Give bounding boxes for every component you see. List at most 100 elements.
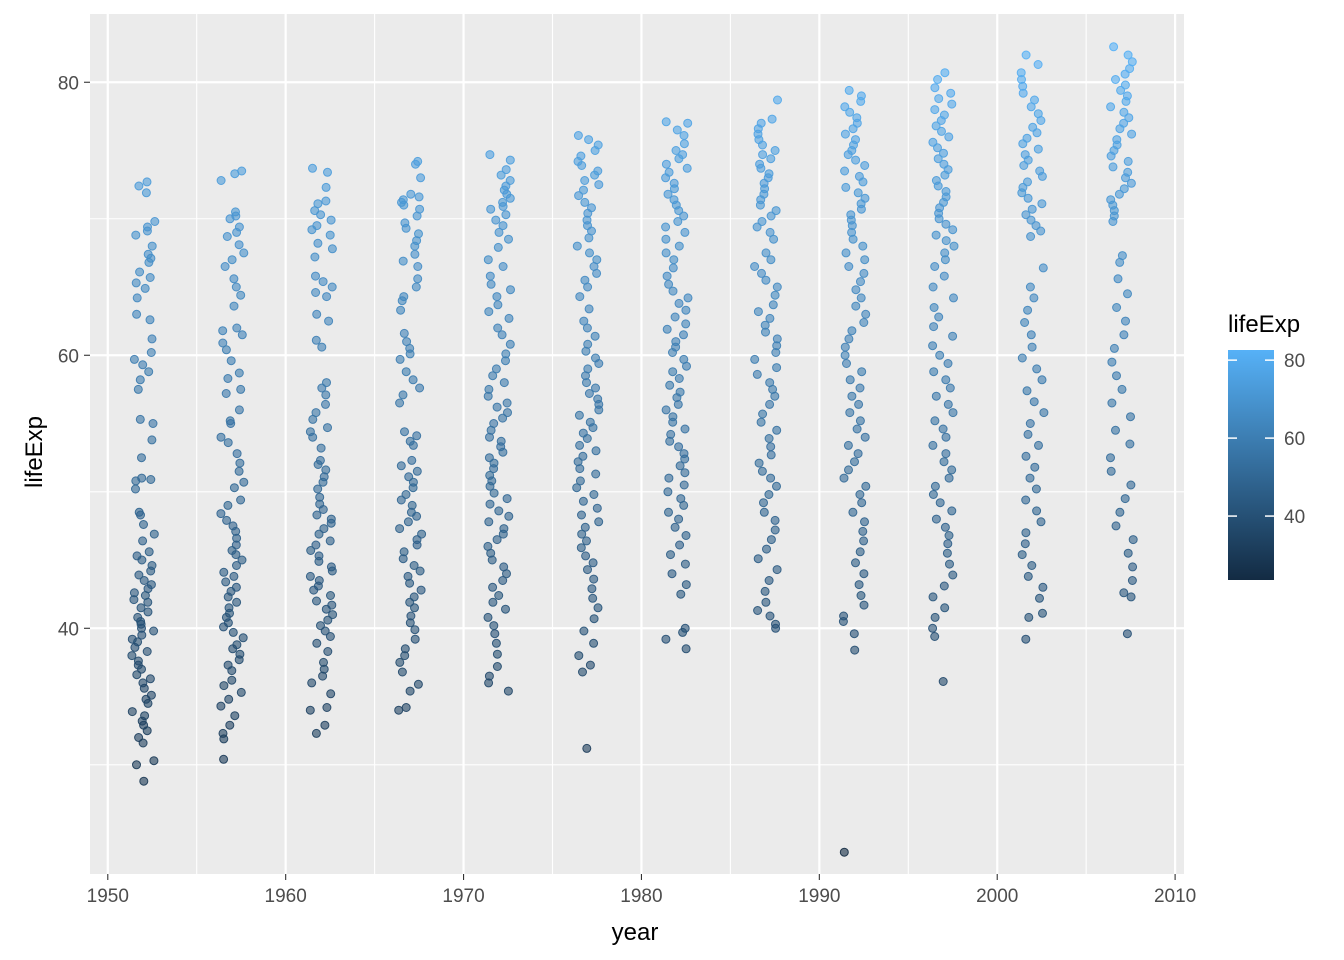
data-point <box>149 756 159 766</box>
data-point <box>773 95 782 105</box>
data-point <box>484 678 494 688</box>
data-point <box>581 346 591 356</box>
data-point <box>1018 139 1028 149</box>
data-point <box>841 182 851 192</box>
data-point <box>577 529 587 539</box>
data-point <box>1126 592 1136 602</box>
data-point <box>772 565 782 575</box>
data-point <box>414 192 424 202</box>
data-point <box>675 461 685 471</box>
data-point <box>683 293 693 303</box>
data-point <box>576 543 586 553</box>
data-point <box>147 241 157 251</box>
data-point <box>230 711 240 721</box>
data-point <box>683 118 693 128</box>
data-point <box>574 651 584 661</box>
data-point <box>1106 466 1116 476</box>
data-point <box>575 292 585 302</box>
data-point <box>851 301 861 311</box>
data-point <box>139 776 149 786</box>
data-point <box>853 449 863 459</box>
data-point <box>232 449 242 459</box>
data-point <box>139 683 149 693</box>
data-point <box>761 597 771 607</box>
data-point <box>590 331 600 341</box>
data-point <box>1027 342 1037 352</box>
data-point <box>137 453 146 463</box>
data-point <box>130 642 140 652</box>
x-axis-title: year <box>612 919 659 946</box>
data-point <box>496 170 506 180</box>
data-point <box>859 600 869 610</box>
data-point <box>930 416 940 426</box>
data-point <box>841 248 851 258</box>
data-point <box>401 223 411 233</box>
data-point <box>661 117 671 127</box>
data-point <box>948 331 958 341</box>
data-point <box>1026 102 1036 112</box>
data-point <box>945 383 955 393</box>
colorbar-tick-label: 40 <box>1284 507 1305 528</box>
data-point <box>855 490 865 499</box>
data-point <box>766 450 776 460</box>
data-point <box>928 282 938 292</box>
data-point <box>941 375 951 385</box>
data-point <box>589 490 599 499</box>
data-point <box>578 667 587 677</box>
data-point <box>135 267 145 277</box>
data-point <box>405 349 415 359</box>
data-point <box>680 454 690 464</box>
data-point <box>948 408 958 418</box>
data-point <box>502 569 511 579</box>
data-point <box>1029 397 1039 407</box>
data-point <box>588 558 598 568</box>
data-point <box>234 466 244 476</box>
data-point <box>318 505 328 514</box>
data-point <box>581 551 591 561</box>
data-point <box>323 423 332 433</box>
data-point <box>575 464 585 474</box>
data-point <box>134 570 144 580</box>
data-point <box>752 222 762 232</box>
colorbar-tick-label: 80 <box>1284 351 1305 372</box>
data-point <box>582 434 592 443</box>
data-point <box>325 230 335 240</box>
data-point <box>929 322 939 332</box>
data-point <box>843 440 853 450</box>
data-point <box>1033 60 1043 69</box>
data-point <box>489 621 499 631</box>
data-point <box>410 634 420 644</box>
data-point <box>1123 289 1132 299</box>
data-point <box>326 518 336 528</box>
x-tick-label: 2000 <box>976 886 1018 907</box>
data-point <box>503 408 512 418</box>
data-point <box>855 383 865 393</box>
y-tick-label: 80 <box>58 73 79 94</box>
data-point <box>504 511 514 521</box>
data-point <box>594 359 604 368</box>
data-point <box>840 166 850 176</box>
data-point <box>410 625 420 635</box>
data-point <box>857 367 867 377</box>
data-point <box>758 150 768 160</box>
data-point <box>935 350 945 360</box>
x-axis: 1950 1960 1970 1980 1990 2000 2010 <box>87 874 1196 907</box>
data-point <box>851 285 861 295</box>
data-point <box>222 515 232 525</box>
data-point <box>1018 88 1028 98</box>
data-point <box>401 703 411 712</box>
data-point <box>1119 330 1129 340</box>
data-point <box>219 622 228 632</box>
data-point <box>231 282 241 292</box>
data-point <box>930 612 940 622</box>
data-point <box>861 481 871 491</box>
data-point <box>1034 440 1043 450</box>
data-point <box>227 666 237 676</box>
data-point <box>129 595 139 605</box>
data-point <box>323 167 332 177</box>
data-point <box>311 728 321 738</box>
data-point <box>591 446 601 456</box>
data-point <box>589 614 599 624</box>
data-point <box>682 361 691 371</box>
data-point <box>132 760 141 770</box>
